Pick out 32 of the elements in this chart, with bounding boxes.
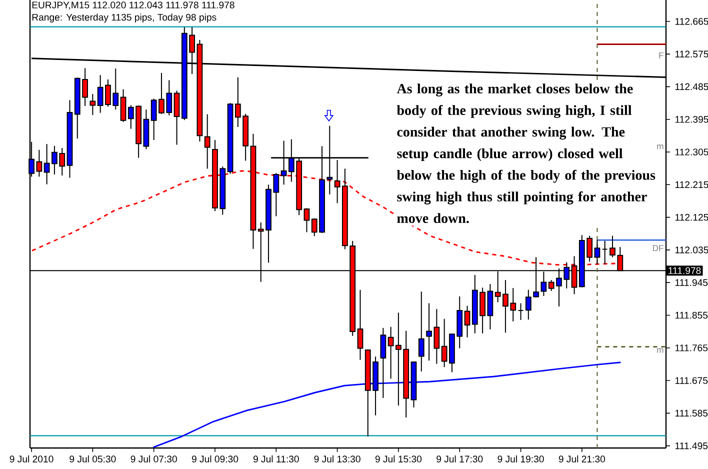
y-tick-label: 111.855 <box>675 312 708 319</box>
y-tick-label: 111.585 <box>675 410 708 417</box>
y-tick-label: 112.575 <box>675 50 708 58</box>
y-tick-label: 112.485 <box>675 83 708 90</box>
x-tick-label: 9 Jul 09:30 <box>192 455 238 462</box>
x-tick-label: 9 Jul 05:30 <box>70 455 116 462</box>
y-tick-label: 111.675 <box>675 377 708 384</box>
y-tick-label: 111.945 <box>675 279 708 286</box>
x-tick-label: 9 Jul 17:30 <box>436 455 483 462</box>
ref-line-label: 111.978 <box>668 267 701 274</box>
y-tick-label: 112.215 <box>675 181 708 188</box>
x-tick-label: 9 Jul 19:30 <box>498 455 544 462</box>
x-tick-label: 9 Jul 15:30 <box>375 455 422 462</box>
x-tick-label: 9 Jul 13:30 <box>314 455 360 462</box>
annotation: As long as the market closes below the body of the previous swing high, I still consider that another swing low. The setup candle (blue arrow) closed well below the high of the body of the previous swing high thus still pointing for another move down. <box>396 84 656 224</box>
y-tick-label: 111.495 <box>675 442 708 450</box>
annotation: F <box>659 52 664 58</box>
x-tick-label: 9 Jul 11:30 <box>253 455 299 462</box>
annotation: m <box>657 144 664 150</box>
y-tick-label: 112.305 <box>675 148 708 156</box>
y-tick-label: 111.765 <box>675 344 708 352</box>
text: Range: Yesterday 1135 pips, Today 98 pips <box>32 14 216 23</box>
y-tick-label: 112.395 <box>675 116 708 123</box>
annotation: DF <box>652 245 664 252</box>
annotation: m <box>657 348 664 353</box>
y-tick-label: 112.125 <box>675 214 708 221</box>
y-tick-label: 112.035 <box>675 246 708 254</box>
x-tick-label: 9 Jul 21:30 <box>558 455 606 462</box>
y-tick-label: 112.665 <box>675 18 708 25</box>
x-tick-label: 9 Jul 07:30 <box>130 455 177 462</box>
x-tick-label: 9 Jul 2010 <box>10 455 54 462</box>
chart-title: EURJPY,M15 112.020 112.043 111.978 111.978 <box>32 2 234 10</box>
